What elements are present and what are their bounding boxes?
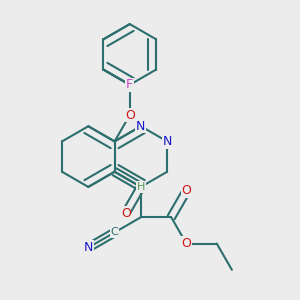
Text: N: N — [136, 120, 146, 133]
Text: N: N — [84, 241, 93, 254]
Text: C: C — [111, 227, 119, 237]
Text: O: O — [182, 237, 191, 250]
Text: N: N — [163, 135, 172, 148]
Text: F: F — [126, 78, 133, 91]
Text: O: O — [125, 109, 135, 122]
Text: O: O — [182, 184, 191, 197]
Text: H: H — [137, 182, 145, 192]
Text: O: O — [121, 207, 130, 220]
